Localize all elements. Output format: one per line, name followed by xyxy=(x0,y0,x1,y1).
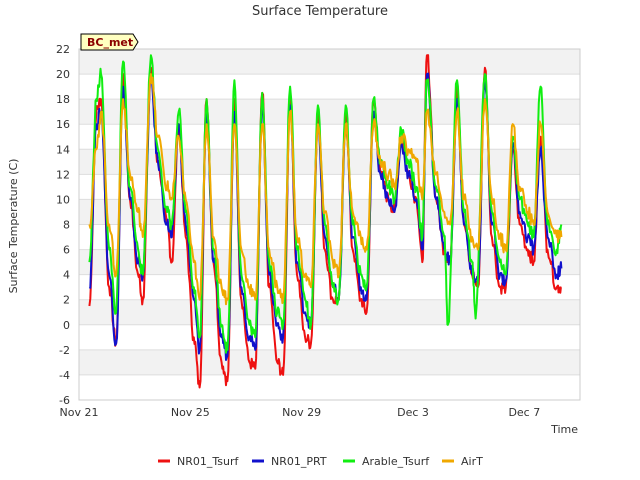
y-tick-label: 6 xyxy=(63,244,70,257)
grid-band xyxy=(79,149,580,175)
legend: NR01_Tsurf NR01_PRT Arable_Tsurf AirT xyxy=(158,455,483,468)
y-tick-label: 2 xyxy=(63,294,70,307)
x-axis-title: Time xyxy=(550,423,578,436)
y-tick-labels: -6 -4 -2 0 2 4 6 8 10 12 14 16 18 20 22 xyxy=(56,43,70,407)
legend-label: AirT xyxy=(461,455,483,468)
plot-frame xyxy=(78,48,581,401)
grid-band xyxy=(79,349,580,375)
grid-band xyxy=(79,49,580,75)
y-tick-label: 10 xyxy=(56,193,70,206)
y-tick-label: -2 xyxy=(59,344,70,357)
legend-label: NR01_Tsurf xyxy=(177,455,239,468)
y-tick-label: 0 xyxy=(63,319,70,332)
y-tick-label: 4 xyxy=(63,269,70,282)
legend-label: NR01_PRT xyxy=(271,455,327,468)
x-tick-labels: Nov 21 Nov 25 Nov 29 Dec 3 Dec 7 xyxy=(60,406,541,419)
station-badge: BC_met xyxy=(80,33,139,51)
badge-label: BC_met xyxy=(87,36,133,49)
y-tick-label: -6 xyxy=(59,394,70,407)
y-axis-title: Surface Temperature (C) xyxy=(7,159,20,294)
y-tick-label: 22 xyxy=(56,43,70,56)
grid-band xyxy=(79,299,580,325)
x-tick-label: Nov 29 xyxy=(282,406,321,419)
grid-band xyxy=(79,99,580,125)
x-tick-label: Dec 3 xyxy=(397,406,429,419)
y-tick-label: 18 xyxy=(56,93,70,106)
x-tick-label: Dec 7 xyxy=(508,406,540,419)
y-tick-label: -4 xyxy=(59,369,70,382)
y-tick-label: 20 xyxy=(56,68,70,81)
legend-label: Arable_Tsurf xyxy=(362,455,430,468)
x-tick-label: Nov 21 xyxy=(60,406,99,419)
y-tick-label: 14 xyxy=(56,143,70,156)
chart-title: Surface Temperature xyxy=(252,4,388,19)
x-tick-label: Nov 25 xyxy=(171,406,210,419)
series-line-airt xyxy=(88,73,563,306)
grid-band xyxy=(79,199,580,225)
y-tick-label: 8 xyxy=(63,219,70,232)
y-tick-label: 12 xyxy=(56,168,70,181)
badge-shape xyxy=(80,33,139,51)
series-layer xyxy=(88,54,563,389)
y-tick-label: 16 xyxy=(56,118,70,131)
